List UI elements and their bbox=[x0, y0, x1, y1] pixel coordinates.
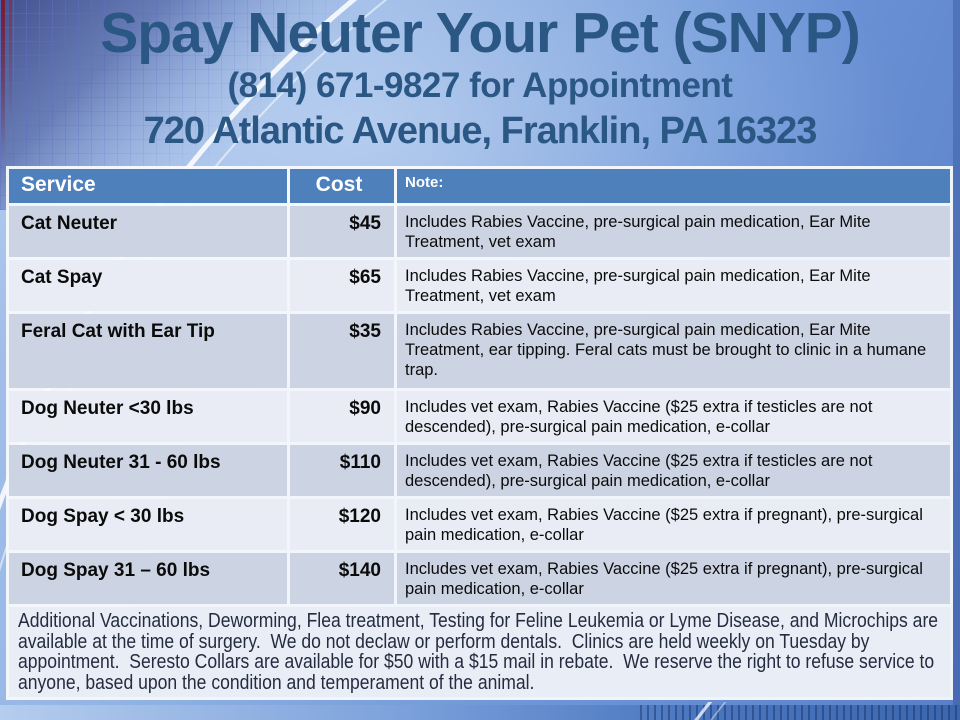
bottom-decoration-bar bbox=[0, 702, 960, 720]
phone-line: (814) 671-9827 for Appointment bbox=[227, 66, 733, 105]
note-cell: Includes vet exam, Rabies Vaccine ($25 e… bbox=[397, 553, 950, 604]
table-row: Dog Neuter <30 lbs $90 Includes vet exam, … bbox=[9, 391, 950, 442]
note-cell: Includes Rabies Vaccine, pre-surgical pa… bbox=[397, 314, 950, 388]
footer-row: Additional Vaccinations, Deworming, Flea… bbox=[9, 607, 950, 697]
note-cell: Includes Rabies Vaccine, pre-surgical pa… bbox=[397, 260, 950, 311]
header-row: Service Cost Note: bbox=[9, 169, 950, 203]
right-edge-shading bbox=[953, 0, 960, 705]
cost-cell: $140 bbox=[290, 553, 394, 604]
table-row: Cat Neuter $45 Includes Rabies Vaccine, pr… bbox=[9, 206, 950, 257]
price-table: Service Cost Note: Cat Neuter $45 Includes… bbox=[6, 166, 953, 700]
table-row: Cat Spay $65 Includes Rabies Vaccine, pre-… bbox=[9, 260, 950, 311]
page-title: Spay Neuter Your Pet (SNYP) bbox=[100, 1, 861, 65]
cost-cell: $90 bbox=[290, 391, 394, 442]
column-header-service: Service bbox=[9, 169, 287, 203]
footer-note-cell: Additional Vaccinations, Deworming, Flea… bbox=[9, 607, 950, 697]
background-red-stripe bbox=[9, 0, 12, 120]
table-row: Dog Neuter 31 - 60 lbs $110 Includes vet e… bbox=[9, 445, 950, 496]
table-row: Dog Spay < 30 lbs $120 Includes vet exam, … bbox=[9, 499, 950, 550]
background-red-stripe bbox=[1, 0, 5, 160]
cost-cell: $120 bbox=[290, 499, 394, 550]
table-header: Service Cost Note: bbox=[9, 169, 950, 203]
note-cell: Includes vet exam, Rabies Vaccine ($25 e… bbox=[397, 391, 950, 442]
service-cell: Dog Spay < 30 lbs bbox=[9, 499, 287, 550]
cost-cell: $45 bbox=[290, 206, 394, 257]
service-cell: Dog Neuter <30 lbs bbox=[9, 391, 287, 442]
note-cell: Includes vet exam, Rabies Vaccine ($25 e… bbox=[397, 499, 950, 550]
service-cell: Feral Cat with Ear Tip bbox=[9, 314, 287, 388]
note-cell: Includes Rabies Vaccine, pre-surgical pa… bbox=[397, 206, 950, 257]
table-body: Cat Neuter $45 Includes Rabies Vaccine, pr… bbox=[9, 206, 950, 604]
footer-note: Additional Vaccinations, Deworming, Flea… bbox=[18, 610, 943, 694]
cost-cell: $110 bbox=[290, 445, 394, 496]
table-footer: Additional Vaccinations, Deworming, Flea… bbox=[9, 607, 950, 697]
cost-cell: $35 bbox=[290, 314, 394, 388]
column-header-note: Note: bbox=[397, 169, 950, 203]
note-cell: Includes vet exam, Rabies Vaccine ($25 e… bbox=[397, 445, 950, 496]
title-block: Spay Neuter Your Pet (SNYP) (814) 671-98… bbox=[0, 2, 960, 154]
service-cell: Cat Spay bbox=[9, 260, 287, 311]
service-cell: Dog Spay 31 – 60 lbs bbox=[9, 553, 287, 604]
table-row: Feral Cat with Ear Tip $35 Includes Rabies… bbox=[9, 314, 950, 388]
service-cell: Cat Neuter bbox=[9, 206, 287, 257]
table-row: Dog Spay 31 – 60 lbs $140 Includes vet exa… bbox=[9, 553, 950, 604]
address-line: 720 Atlantic Avenue, Franklin, PA 16323 bbox=[143, 110, 818, 152]
column-header-cost: Cost bbox=[290, 169, 394, 203]
bar-ticks bbox=[640, 705, 960, 720]
service-cell: Dog Neuter 31 - 60 lbs bbox=[9, 445, 287, 496]
cost-cell: $65 bbox=[290, 260, 394, 311]
